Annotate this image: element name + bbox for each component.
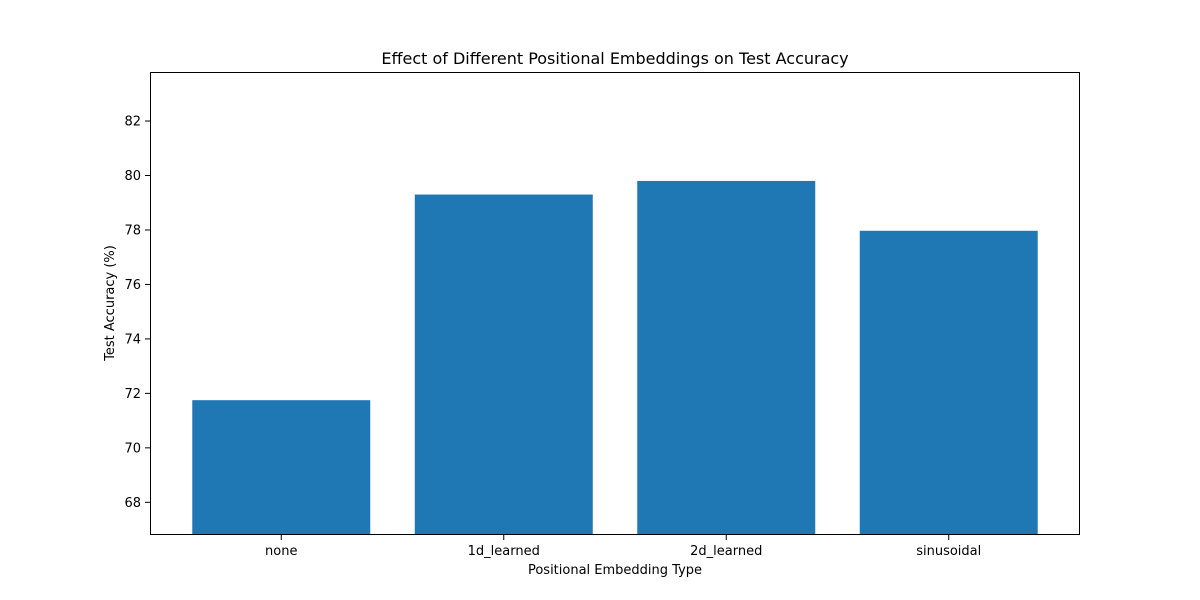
bar-2d_learned [637, 180, 816, 536]
y-tick-label: 68 [124, 496, 141, 511]
y-tick-label: 78 [124, 223, 141, 238]
y-tick-label: 72 [124, 387, 141, 402]
y-tick-label: 70 [124, 441, 141, 456]
x-tick-label: 1d_learned [468, 544, 540, 559]
bars-group [192, 180, 1038, 536]
y-tick-label: 80 [124, 169, 141, 184]
x-tick-label: sinusoidal [916, 544, 981, 559]
y-tick-label: 76 [124, 278, 141, 293]
bar-1d_learned [414, 194, 593, 535]
bar-sinusoidal [859, 230, 1038, 535]
y-tick-label: 82 [124, 115, 141, 130]
y-axis-ticks: 68 70 72 74 76 78 80 82 [124, 115, 150, 511]
chart-title: Effect of Different Positional Embedding… [381, 49, 848, 68]
y-axis-label: Test Accuracy (%) [103, 245, 118, 362]
plot-frame [150, 72, 1080, 535]
x-tick-label: none [265, 544, 297, 559]
bar-none [192, 400, 371, 535]
x-tick-label: 2d_learned [690, 544, 762, 559]
x-axis-label: Positional Embedding Type [528, 563, 702, 578]
y-tick-label: 74 [124, 332, 141, 347]
x-axis-ticks: none 1d_learned 2d_learned sinusoidal [265, 535, 981, 559]
